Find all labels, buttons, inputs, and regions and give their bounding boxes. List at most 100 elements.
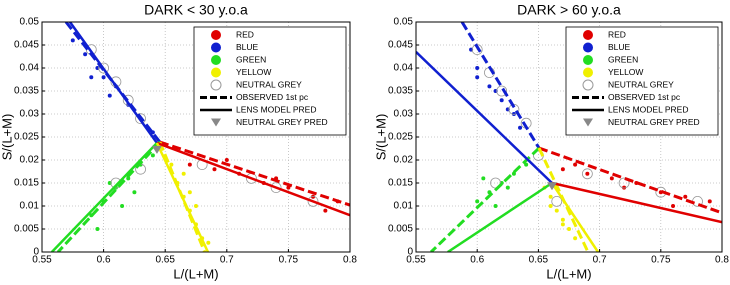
legend-marker — [583, 42, 593, 53]
plot-marks — [416, 22, 722, 252]
y-tick-label: 0.035 — [388, 86, 413, 97]
data-point — [323, 208, 328, 213]
data-point — [511, 112, 516, 116]
data-point — [560, 222, 565, 227]
plot-marks — [50, 22, 350, 252]
panel: 0.55 0.6 0.65 0.7 0.75 0.8 0 0.005 0.01 0.015 0.02… — [0, 2, 357, 282]
x-tick-label: 0.55 — [406, 255, 426, 266]
legend-marker — [211, 55, 221, 65]
data-point — [181, 171, 186, 176]
data-point — [107, 93, 112, 98]
x-tick-label: 0.8 — [715, 255, 729, 266]
y-tick-label: 0.005 — [388, 224, 413, 235]
data-point — [567, 227, 571, 231]
neutral-point — [135, 113, 146, 124]
data-point — [187, 162, 192, 167]
y-tick-label: 0.005 — [14, 224, 39, 235]
chart-title: DARK > 60 y.o.a — [517, 2, 621, 18]
data-point — [548, 204, 553, 208]
data-point — [518, 125, 523, 130]
legend-label: NEUTRAL GREY — [236, 79, 302, 89]
legend-label: GREEN — [236, 54, 266, 64]
neutral-point — [307, 195, 319, 207]
data-point — [487, 84, 492, 89]
x-tick-label: 0.75 — [651, 255, 671, 266]
data-point — [573, 162, 578, 167]
legend-label: NEUTRAL GREY — [608, 79, 674, 89]
legend-label: RED — [236, 29, 254, 39]
data-point — [560, 217, 565, 222]
data-point — [95, 227, 100, 231]
data-point — [83, 52, 88, 57]
data-point — [475, 66, 480, 70]
chart-title: DARK < 30 y.o.a — [144, 2, 248, 18]
legend-marker — [211, 67, 221, 78]
observed-pc-line — [430, 146, 541, 252]
legend-marker — [210, 79, 222, 91]
y-tick-label: 0.01 — [394, 201, 414, 212]
data-point — [286, 185, 291, 190]
plot-frame — [415, 21, 723, 253]
legend-label: OBSERVED 1st pc — [608, 92, 681, 102]
y-tick-label: 0.045 — [388, 40, 413, 51]
neutral-point — [270, 182, 282, 194]
x-tick-label: 0.65 — [529, 255, 549, 266]
data-point — [101, 75, 106, 80]
y-tick-label: 0.045 — [14, 40, 39, 51]
data-point — [70, 38, 75, 43]
data-point — [224, 158, 229, 162]
lens-model-line — [447, 181, 553, 252]
data-point — [560, 167, 565, 172]
legend-marker — [583, 55, 593, 65]
neutral-point — [496, 85, 508, 97]
data-point — [150, 130, 155, 135]
y-tick-label: 0.025 — [14, 132, 39, 143]
data-point — [573, 236, 578, 241]
lens-model-line — [551, 181, 722, 224]
legend-marker — [582, 79, 594, 91]
y-tick-label: 0.05 — [20, 17, 40, 28]
legend-label: RED — [608, 29, 626, 39]
lens-model-line — [50, 142, 158, 252]
x-axis-label: L/(L+M) — [173, 266, 218, 281]
data-point — [585, 171, 590, 176]
legend-marker — [211, 118, 221, 127]
observed-pc-line — [460, 22, 541, 149]
data-point — [707, 199, 712, 204]
y-tick-label: 0.02 — [20, 155, 40, 166]
y-tick-label: 0.035 — [14, 86, 39, 97]
legend-label: LENS MODEL PRED — [608, 104, 688, 114]
y-tick-label: 0.05 — [394, 17, 414, 28]
x-axis-label: L/(L+M) — [546, 266, 591, 281]
y-axis-label: S/(L+M) — [0, 114, 14, 161]
neutral-pred-marker — [151, 145, 162, 154]
y-tick-label: 0.03 — [20, 109, 40, 120]
legend-label: OBSERVED 1st pc — [236, 92, 309, 102]
legend: RED BLUE GREEN YELLOW NEUTRAL GREY OBSERVED 1… — [193, 26, 347, 136]
data-point — [126, 176, 131, 181]
data-point — [169, 162, 174, 167]
x-tick-label: 0.7 — [593, 255, 607, 266]
y-tick-label: 0 — [33, 247, 39, 258]
x-tick-label: 0.75 — [279, 255, 299, 266]
neutral-point — [551, 195, 563, 207]
x-tick-label: 0.6 — [97, 255, 111, 266]
plot-frame — [41, 21, 351, 253]
neutral-point — [618, 177, 630, 189]
x-tick-label: 0.65 — [155, 255, 175, 266]
data-point — [524, 162, 529, 167]
data-point — [475, 75, 480, 80]
data-point — [187, 190, 192, 195]
lens-model-line — [416, 51, 553, 184]
y-tick-label: 0.04 — [394, 63, 414, 74]
y-tick-label: 0.015 — [14, 178, 39, 189]
data-point — [311, 194, 316, 199]
data-point — [505, 185, 510, 190]
y-tick-label: 0.01 — [20, 201, 40, 212]
lens-model-line — [155, 142, 210, 252]
data-point — [554, 208, 559, 213]
data-point — [212, 167, 217, 172]
data-point — [150, 153, 155, 158]
data-point — [683, 194, 688, 199]
